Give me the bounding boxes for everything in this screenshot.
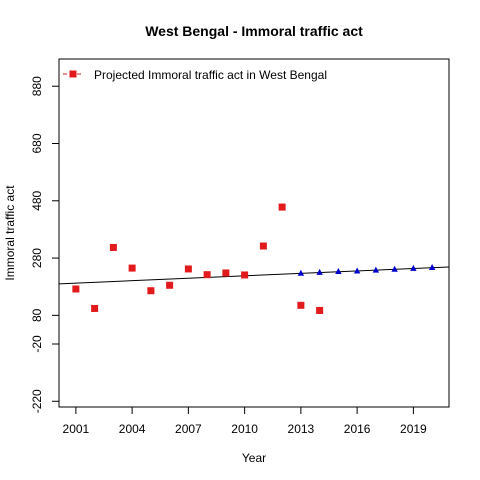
data-point-projected [316,268,323,275]
x-tick-label: 2007 [175,422,202,436]
x-tick-label: 2004 [119,422,146,436]
data-point-observed [222,269,230,277]
y-tick-label: 280 [30,248,44,268]
data-point-observed [147,287,155,295]
legend-marker [69,70,77,78]
x-tick-label: 2010 [231,422,258,436]
data-point-observed [203,271,211,279]
y-tick-label: -220 [30,389,44,413]
data-point-observed [109,243,117,251]
data-point-observed [297,301,305,309]
legend-label: Projected Immoral traffic act in West Be… [94,68,327,82]
y-tick-label: 880 [30,76,44,96]
chart-title: West Bengal - Immoral traffic act [145,23,363,39]
x-tick-label: 2016 [344,422,371,436]
data-point-projected [353,267,361,274]
plot-area [59,203,449,314]
x-axis-title: Year [242,451,266,465]
data-point-observed [259,242,267,250]
trend-line [59,266,449,285]
data-point-projected [297,269,305,276]
y-tick-label: 80 [30,308,44,322]
y-tick-label: 480 [30,190,44,210]
x-tick-label: 2019 [400,422,427,436]
legend: Projected Immoral traffic act in West Be… [63,68,327,82]
data-point-observed [91,304,99,312]
x-axis: 2001 2004 2007 2010 2013 2016 2019 [63,406,427,436]
data-point-projected [410,264,417,271]
data-point-observed [166,281,174,289]
data-point-observed [241,271,249,279]
data-point-projected [391,265,398,272]
data-point-observed [72,285,80,293]
data-point-projected [372,266,380,273]
x-tick-label: 2001 [63,422,90,436]
data-point-projected [428,264,436,271]
y-axis: -220 -20 80 280 480 680 880 [30,76,60,413]
y-axis-title: Immoral traffic act [3,185,17,281]
x-tick-label: 2013 [288,422,315,436]
plot-frame [58,58,450,408]
data-point-observed [316,306,324,314]
data-point-observed [278,203,286,211]
y-tick-label: 680 [30,133,44,153]
data-point-observed [128,264,136,272]
data-point-observed [184,265,192,273]
y-tick-label: -20 [30,335,44,353]
data-point-projected [335,268,342,275]
